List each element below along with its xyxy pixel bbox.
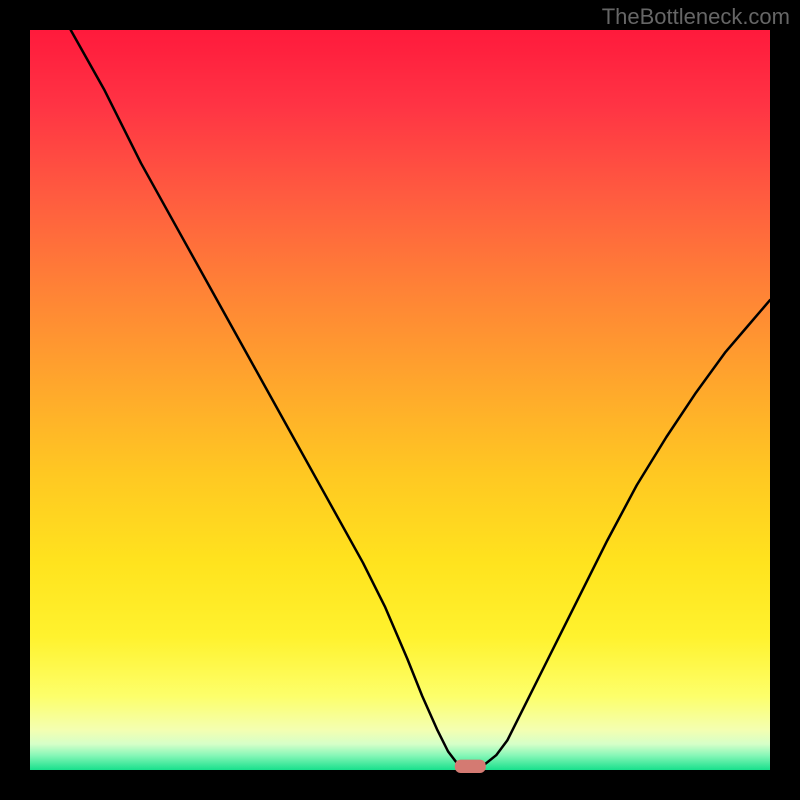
optimal-marker (455, 760, 486, 773)
plot-background (30, 30, 770, 770)
watermark-text: TheBottleneck.com (602, 4, 790, 29)
chart-svg: TheBottleneck.com (0, 0, 800, 800)
bottleneck-chart: TheBottleneck.com (0, 0, 800, 800)
